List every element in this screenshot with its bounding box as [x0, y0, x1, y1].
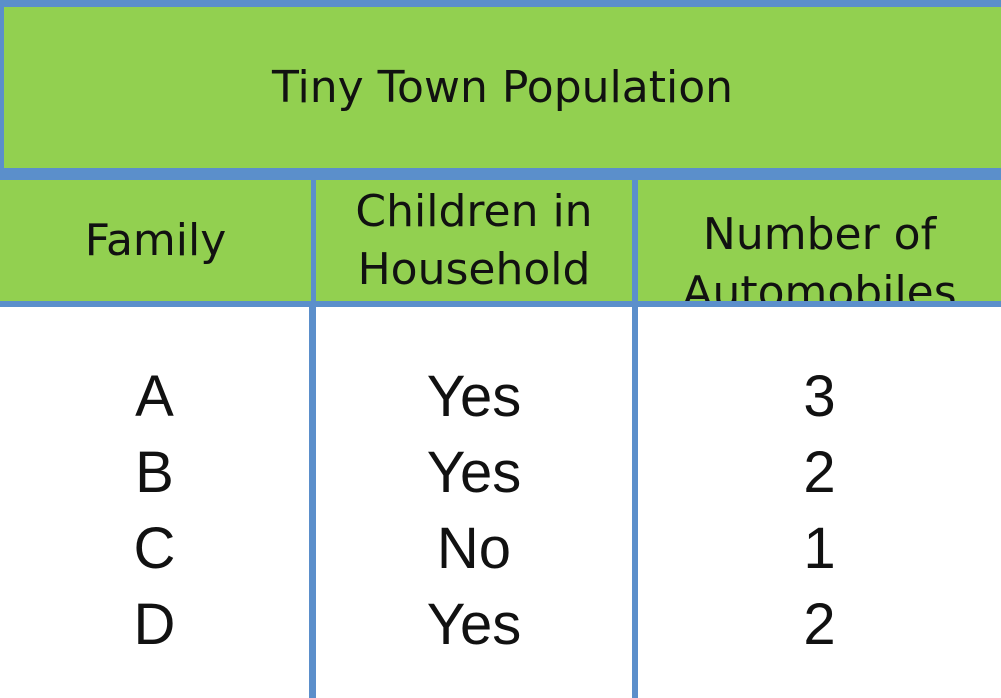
cell-children-d: Yes [426, 592, 522, 657]
cell-family-b: B [135, 440, 174, 505]
cell-children-b: Yes [426, 440, 522, 505]
table-title: Tiny Town Population [271, 62, 733, 113]
header-automobiles-label: Number of Automobiles [682, 208, 957, 302]
cell-automobiles-c: 1 [803, 516, 836, 581]
header-children: Children in Household [316, 180, 632, 301]
cell-children-a: Yes [426, 364, 522, 429]
table-title-cell: Tiny Town Population [4, 7, 1001, 168]
header-automobiles: Number of Automobiles [638, 180, 1001, 301]
cell-automobiles-d: 2 [803, 592, 836, 657]
cell-family-c: C [133, 516, 176, 581]
cell-children-c: No [436, 516, 512, 581]
header-family: Family [0, 180, 311, 301]
cell-automobiles-a: 3 [803, 364, 836, 429]
header-children-label: Children in Household [355, 185, 593, 295]
cell-family-d: D [133, 592, 176, 657]
column-children: Yes Yes No Yes [316, 307, 632, 698]
header-family-label: Family [84, 214, 227, 266]
column-automobiles: 3 2 1 2 [638, 307, 1001, 698]
cell-family-a: A [135, 364, 174, 429]
column-family: A B C D [0, 307, 309, 698]
cell-automobiles-b: 2 [803, 440, 836, 505]
